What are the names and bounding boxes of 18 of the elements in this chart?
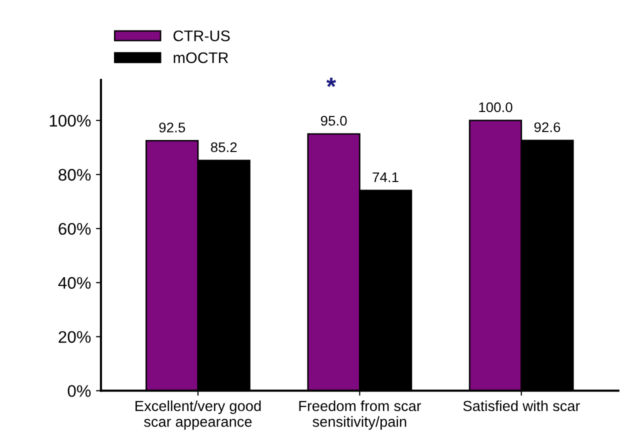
y-tick-label: 0% bbox=[68, 385, 91, 397]
y-tick-label: 20% bbox=[58, 331, 91, 343]
y-tick-label: 100% bbox=[50, 114, 91, 127]
legend-label: mOCTR bbox=[174, 52, 228, 64]
data-label: 92.6 bbox=[534, 122, 560, 132]
data-label: 85.2 bbox=[210, 142, 237, 152]
y-tick-label: 40% bbox=[58, 277, 91, 289]
annotation: * bbox=[326, 78, 336, 88]
y-tick-label: 60% bbox=[58, 222, 91, 235]
x-tick-label: Freedom from scar sensitivity/pain bbox=[299, 400, 422, 430]
data-label: 100.0 bbox=[479, 102, 512, 112]
legend-label: CTR-US bbox=[174, 30, 230, 42]
data-label: 74.1 bbox=[372, 172, 398, 182]
data-label: 92.5 bbox=[159, 122, 186, 132]
y-tick-label: 80% bbox=[58, 168, 91, 181]
x-tick-label: Excellent/very good scar appearance bbox=[136, 400, 261, 430]
x-tick-label: Satisfied with scar bbox=[463, 400, 580, 412]
data-label: 95.0 bbox=[320, 116, 347, 126]
